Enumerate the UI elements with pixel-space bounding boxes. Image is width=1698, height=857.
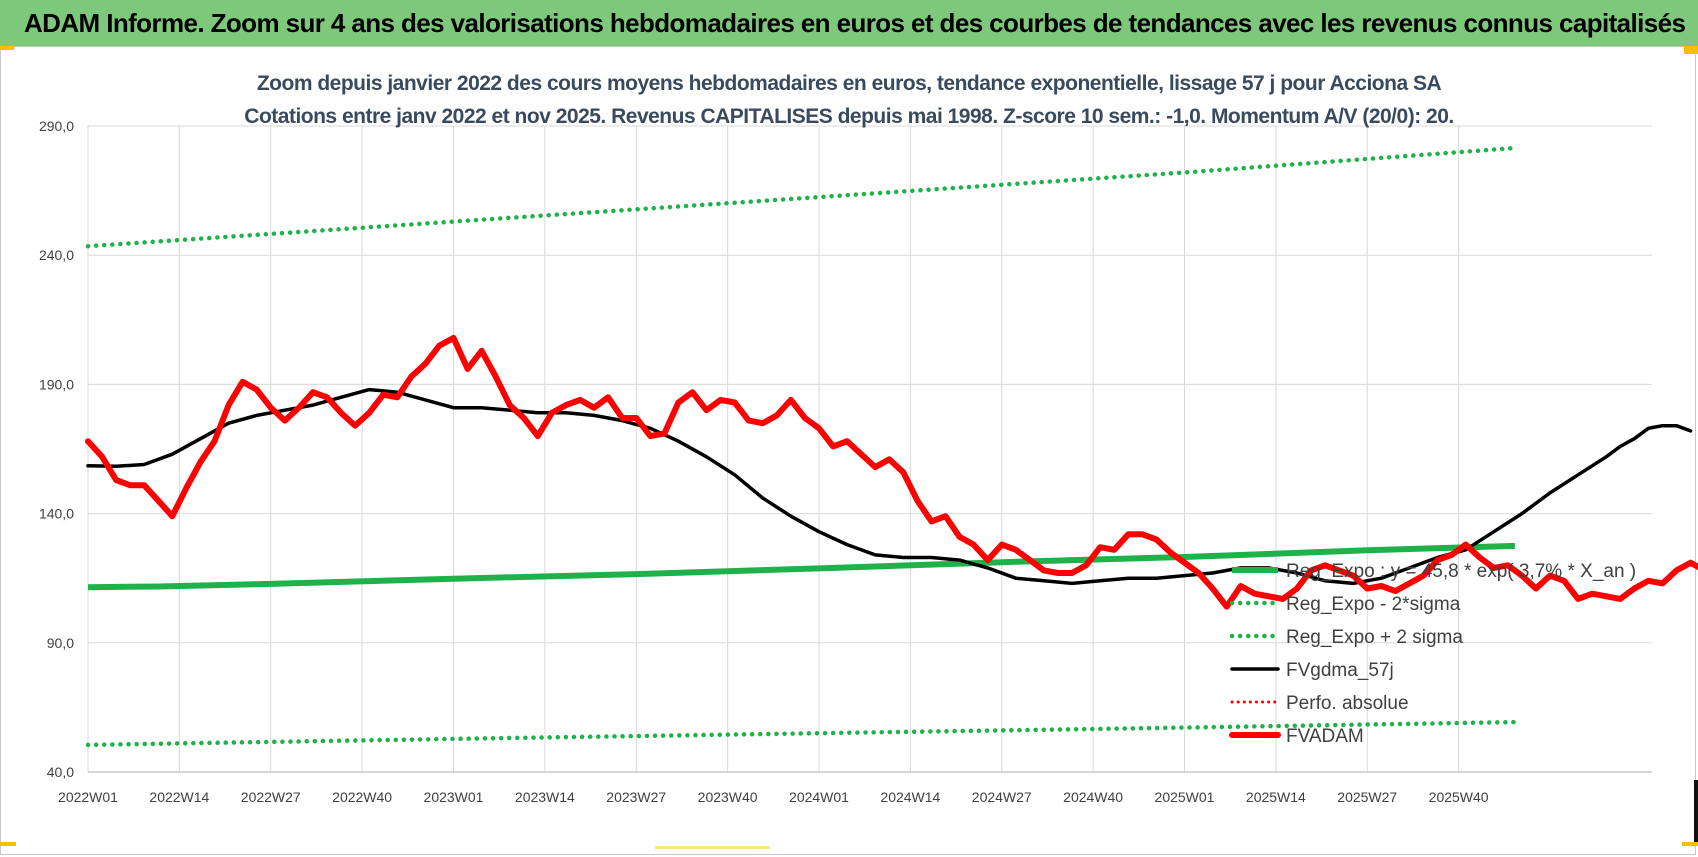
fvgdma-line	[86, 387, 1693, 586]
x-tick-label: 2022W40	[332, 789, 392, 805]
y-tick-label: 90,0	[47, 635, 74, 651]
x-tick-label: 2025W01	[1155, 789, 1215, 805]
grid	[87, 125, 1652, 773]
x-tick-label: 2025W40	[1429, 789, 1489, 805]
x-tick-label: 2023W40	[698, 789, 758, 805]
y-tick-label: 190,0	[39, 376, 74, 392]
x-tick-label: 2024W01	[789, 789, 849, 805]
legend-label: Reg_Expo - 2*sigma	[1286, 594, 1461, 615]
x-tick-label: 2022W14	[149, 789, 209, 805]
legend-label: Reg_Expo : y = 45,8 * exp( 3,7% * X_an )	[1286, 561, 1636, 582]
legend-label: FVgdma_57j	[1286, 660, 1394, 681]
reg-expo-line	[87, 542, 1515, 591]
fvadam-price-line	[85, 334, 1698, 610]
x-tick-label: 2024W14	[880, 789, 940, 805]
report-banner: ADAM Informe. Zoom sur 4 ans des valoris…	[0, 0, 1698, 47]
chart-subtitle: Cotations entre janv 2022 et nov 2025. R…	[244, 105, 1453, 128]
y-tick-label: 240,0	[39, 247, 74, 263]
x-tick-label: 2022W01	[58, 789, 118, 805]
frame-corner-mark	[1682, 842, 1698, 846]
legend: Reg_Expo : y = 45,8 * exp( 3,7% * X_an )…	[1229, 561, 1636, 747]
legend-label: Perfo. absolue	[1286, 693, 1409, 714]
axes: 290,0 240,0 190,0 140,0 90,0 40,0 2022W01 2022W…	[39, 118, 1652, 805]
x-tick-label: 2023W01	[424, 789, 484, 805]
reg-lower-band-line	[85, 719, 1518, 748]
frame-edge-mark	[1694, 780, 1698, 845]
x-tick-label: 2022W27	[241, 789, 301, 805]
x-tick-label: 2025W14	[1246, 789, 1306, 805]
frame-corner-mark	[1684, 46, 1698, 54]
report-title: ADAM Informe. Zoom sur 4 ans des valoris…	[24, 8, 1686, 38]
chart-title: Zoom depuis janvier 2022 des cours moyen…	[257, 72, 1442, 95]
y-tick-label: 140,0	[39, 506, 74, 522]
frame-corner-mark	[0, 46, 14, 50]
x-tick-label: 2023W14	[515, 789, 575, 805]
x-tick-label: 2023W27	[606, 789, 666, 805]
frame-bottom-mark	[655, 846, 770, 849]
reg-upper-band-line	[85, 145, 1518, 249]
x-tick-label: 2024W40	[1063, 789, 1123, 805]
legend-label: FVADAM	[1286, 726, 1364, 747]
chart-frame	[0, 46, 1696, 855]
legend-label: Reg_Expo + 2 sigma	[1286, 627, 1463, 648]
y-tick-label: 290,0	[39, 118, 74, 134]
series	[85, 145, 1698, 748]
x-tick-label: 2025W27	[1337, 789, 1397, 805]
x-tick-label: 2024W27	[972, 789, 1032, 805]
y-tick-label: 40,0	[47, 764, 74, 780]
frame-corner-mark	[0, 842, 16, 846]
